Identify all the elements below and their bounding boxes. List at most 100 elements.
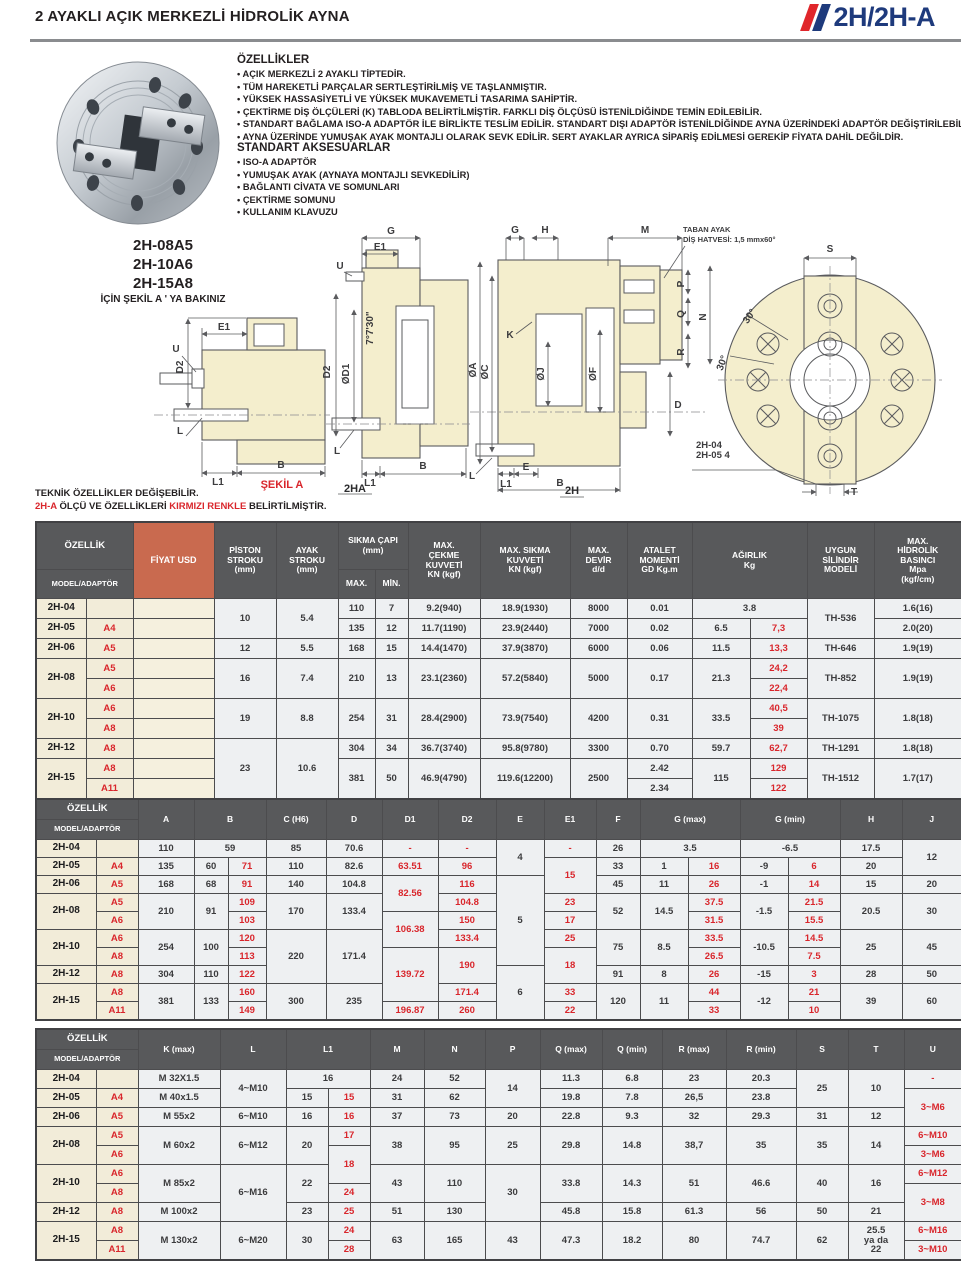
table-cell: -1.5 [739, 893, 789, 930]
table-cell: 16 [327, 1107, 371, 1127]
table-cell: A6 [95, 929, 139, 948]
table-row: A6 18 3~M6 [36, 1145, 961, 1184]
table-row: 2H-15 A8 381 50 46.9(4790) 119.6(12200) 2500 2.… [35, 758, 961, 800]
table-cell: 52 [423, 1069, 486, 1089]
table-cell: 7000 [569, 618, 628, 639]
table-cell: 95 [423, 1126, 486, 1165]
table-cell: 30 [285, 1221, 329, 1261]
table-cell: 7,3 [749, 618, 808, 639]
table-cell: 21 [787, 983, 841, 1002]
table-cell: 39 [839, 983, 903, 1021]
table-cell: 18.2 [601, 1221, 663, 1261]
dimension-label: Q [676, 310, 687, 318]
dimension-label: L [177, 426, 183, 437]
table-cell: A4 [95, 857, 139, 876]
table-cell: 80 [661, 1221, 727, 1261]
table-cell: 28 [839, 965, 903, 984]
table-cell: 0.31 [626, 698, 693, 739]
model-code: 2H/2H-A [833, 2, 935, 32]
table-header-cell: MODEL/ADAPTÖR [35, 819, 139, 840]
table-cell: TH-536 [806, 598, 875, 639]
t2-table: ÖZELLİK A B C (H6) D D1 D2 E E1 F G (max) G (min) H J… [35, 798, 961, 1021]
table-cell: 190 [437, 947, 497, 984]
table-header-cell: P [484, 1028, 541, 1070]
table-cell: 15 [327, 1088, 371, 1108]
table-cell: 133 [193, 983, 229, 1021]
dimension-label: G [511, 225, 519, 236]
table-cell: 40,5 [749, 698, 808, 719]
table-cell [132, 638, 215, 659]
table-cell: 14 [484, 1069, 541, 1108]
table-cell: 119.6(12200) [479, 758, 571, 800]
table-cell: A6 [95, 1145, 139, 1165]
table-cell: 23.1(2360) [407, 658, 481, 699]
table-cell: 110 [137, 839, 195, 858]
table-header-row: ÖZELLİK FİYAT USD PİSTON STROKU (mm) AYAK S… [35, 521, 961, 599]
table-cell: 91 [227, 875, 267, 894]
table-cell: 304 [137, 965, 195, 984]
table-cell: 6.5 [691, 618, 751, 639]
table-cell: A8 [95, 1202, 139, 1222]
table-header-cell: ÖZELLİK [35, 798, 139, 820]
note-red-color: KIRMIZI RENKLE [169, 501, 247, 512]
table-cell: 16 [213, 658, 277, 699]
table-cell: 18 [327, 1145, 371, 1184]
accessory-item: • KULLANIM KLAVUZU [237, 207, 338, 218]
table-header-row: MODEL/ADAPTÖR [35, 819, 961, 840]
table-cell: 15 [374, 638, 409, 659]
table-row: 2H-05 A4 135 60 71 110 82.6 63.51 96 15 33 1 16 -9 6 20 [35, 857, 961, 894]
header-divider [30, 39, 961, 42]
figure-model-code: 2H-08A5 [132, 237, 194, 254]
table-row: A8 24 3~M8 [36, 1183, 961, 1222]
table-cell: 73 [423, 1107, 486, 1127]
dimension-label: ØA [468, 363, 479, 378]
table-cell: 8000 [569, 598, 628, 619]
features-heading: ÖZELLİKLER [237, 54, 310, 66]
table-header-cell: K (max) [137, 1028, 221, 1070]
table-cell: 133.4 [325, 893, 383, 930]
figure-reference-note: 2H-08A5 2H-10A6 2H-15A8 İÇİN ŞEKİL A ' YA … [48, 236, 278, 305]
dimension-label: ØC [480, 365, 491, 380]
table-cell: 25 [795, 1069, 849, 1108]
table-cell: 45 [595, 875, 641, 894]
table-cell: 12 [901, 839, 961, 876]
table-cell: 2H-08 [35, 893, 97, 930]
table-cell: 20 [484, 1107, 541, 1127]
table-row: 2H-15 A8 381 133 160 300 235 171.4 33 120 11 44 -12 2… [35, 983, 961, 1021]
table-cell: 0.02 [626, 618, 693, 639]
table-row: 2H-12 A8 304 110 122 6 91 8 26 -15 3 28 50 [35, 965, 961, 1021]
dimension-label: L1 [364, 478, 376, 489]
table-header-cell: U [903, 1028, 961, 1070]
table-cell: 106.38 [381, 911, 439, 948]
table-header-cell: AĞIRLIK Kg [691, 521, 808, 599]
table-cell: 109 [227, 893, 267, 912]
table-header-cell: ATALET MOMENTİ GD Kg.m [626, 521, 693, 599]
table-header-cell: R (max) [661, 1028, 727, 1070]
dimensions-table-1-wrapper: ÖZELLİK A B C (H6) D D1 D2 E E1 F G (max) G (min) H J… [35, 798, 961, 1021]
table-cell: 104.8 [437, 893, 497, 912]
table-cell: 110 [193, 965, 229, 984]
table-cell: A6 [95, 1164, 139, 1184]
table-cell: 85 [265, 839, 327, 858]
table-cell: 29.8 [539, 1126, 603, 1165]
dimension-label: ØD1 [341, 363, 352, 384]
sekil-a-caption: ŞEKİL A [261, 478, 304, 491]
table-cell: 17 [543, 911, 597, 930]
table-cell: 3 [787, 965, 841, 984]
table-header-cell: FİYAT USD [132, 521, 215, 599]
table-cell: 38,7 [661, 1126, 727, 1165]
table-cell: A8 [85, 758, 134, 779]
table-cell: 20 [901, 875, 961, 894]
table-cell: 14.4(1470) [407, 638, 481, 659]
table-cell: M 32X1.5 [137, 1069, 221, 1089]
dimension-label: D [674, 400, 681, 411]
table-cell [95, 1069, 139, 1089]
table-cell: 50 [901, 965, 961, 984]
table-cell: -12 [739, 983, 789, 1021]
table-cell: 91 [193, 893, 229, 930]
table-cell: 14.5 [639, 893, 689, 930]
figure-model-code: 2H-10A6 [132, 256, 194, 273]
table-row: 2H-10 A6 19 8.8 254 31 28.4(2900) 73.9(7540) 420… [35, 698, 961, 739]
table-cell: 25 [327, 1202, 371, 1222]
